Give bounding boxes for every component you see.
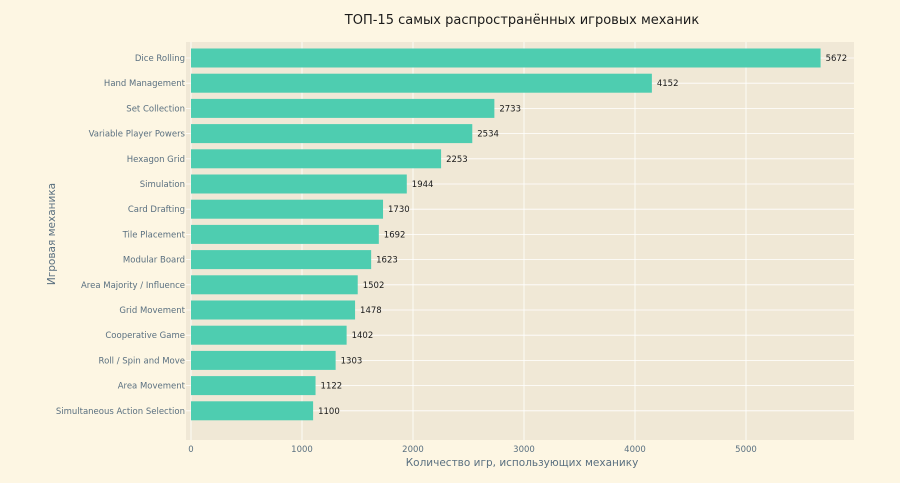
- category-label: Tile Placement: [122, 230, 186, 240]
- bars: [191, 48, 821, 421]
- bar: [191, 300, 356, 320]
- value-label: 2534: [477, 130, 499, 140]
- category-labels: Dice Rolling Hand Management Set Collectio…: [56, 54, 186, 417]
- value-labels: 5672 4152 2733 2534 2253 1944 1730 1692 1623 1502…: [318, 54, 847, 417]
- value-label: 5672: [826, 54, 848, 64]
- x-tick-label: 5000: [735, 445, 757, 455]
- x-tick-label: 4000: [624, 445, 646, 455]
- category-label: Hexagon Grid: [127, 155, 185, 165]
- bar: [191, 98, 495, 118]
- value-label: 1692: [384, 230, 406, 240]
- value-label: 4152: [657, 79, 679, 89]
- value-label: 1478: [360, 306, 382, 316]
- category-label: Card Drafting: [128, 205, 185, 215]
- x-tick-label: 1000: [291, 445, 313, 455]
- value-label: 2253: [446, 155, 468, 165]
- bar: [191, 48, 821, 68]
- category-label: Grid Movement: [119, 306, 185, 316]
- bar: [191, 149, 442, 169]
- value-label: 1944: [412, 180, 434, 190]
- value-label: 1303: [341, 356, 363, 366]
- category-label: Hand Management: [104, 79, 186, 89]
- category-label: Modular Board: [123, 256, 185, 266]
- category-label: Dice Rolling: [135, 54, 185, 64]
- bar: [191, 224, 379, 244]
- x-tick-label: 0: [188, 445, 193, 455]
- category-label: Area Majority / Influence: [81, 281, 185, 291]
- category-label: Cooperative Game: [105, 331, 185, 341]
- category-label: Simulation: [140, 180, 185, 190]
- category-label: Area Movement: [118, 382, 186, 392]
- category-label: Roll / Spin and Move: [99, 356, 185, 366]
- value-label: 1502: [363, 281, 385, 291]
- bar: [191, 275, 358, 295]
- bar: [191, 401, 314, 421]
- bar: [191, 250, 372, 270]
- chart-title: ТОП-15 самых распространённых игровых ме…: [344, 13, 700, 28]
- value-label: 1730: [388, 205, 410, 215]
- bar: [191, 350, 336, 370]
- category-label: Simultaneous Action Selection: [56, 407, 185, 417]
- value-label: 1623: [376, 256, 398, 266]
- category-label: Variable Player Powers: [89, 130, 186, 140]
- bar: [191, 73, 652, 93]
- x-axis-label: Количество игр, использующих механику: [406, 457, 639, 469]
- bar: [191, 174, 407, 194]
- bar: [191, 325, 347, 345]
- value-label: 1122: [321, 382, 343, 392]
- x-tick-labels: 0 1000 2000 3000 4000 5000: [188, 445, 757, 455]
- y-axis-label: Игровая механика: [46, 183, 58, 285]
- value-label: 2733: [499, 104, 521, 114]
- x-tick-label: 2000: [402, 445, 424, 455]
- value-label: 1402: [352, 331, 374, 341]
- bar: [191, 199, 384, 219]
- category-label: Set Collection: [126, 104, 185, 114]
- bar: [191, 376, 316, 396]
- value-label: 1100: [318, 407, 340, 417]
- x-tick-label: 3000: [513, 445, 535, 455]
- bar: [191, 124, 473, 144]
